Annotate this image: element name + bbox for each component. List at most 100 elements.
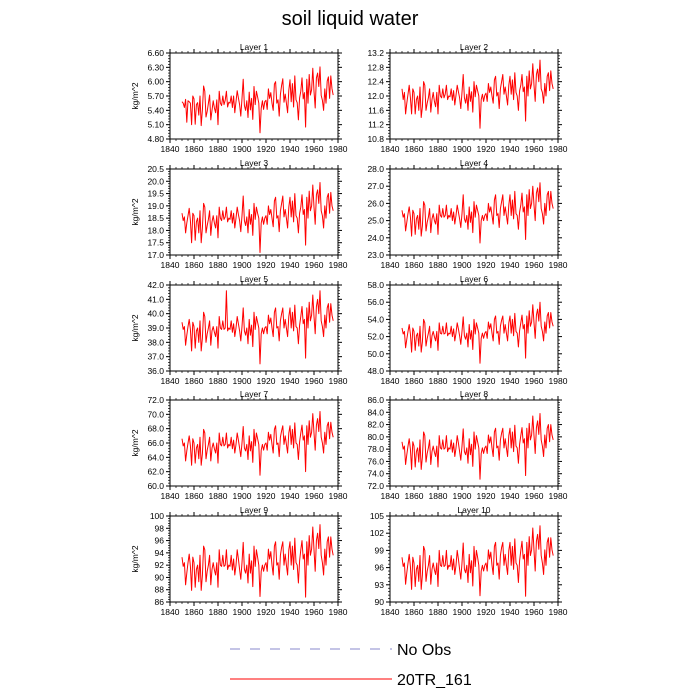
y-tick-label: 40.0 [147, 309, 164, 319]
y-tick-label: 76.0 [367, 456, 384, 466]
y-tick-label: 56.0 [367, 297, 384, 307]
x-tick-label: 1860 [405, 144, 424, 154]
panel-title: Layer 3 [240, 158, 269, 168]
y-axis-label: kg/m^2 [130, 429, 140, 456]
x-tick-label: 1900 [453, 491, 472, 501]
y-tick-label: 90 [155, 572, 165, 582]
y-tick-label: 25.0 [367, 216, 384, 226]
x-tick-label: 1880 [209, 260, 228, 270]
y-tick-label: 11.2 [368, 120, 384, 130]
y-tick-label: 37.0 [147, 352, 164, 362]
y-tick-label: 12.0 [367, 91, 384, 101]
legend-label: 20TR_161 [397, 672, 472, 689]
y-tick-label: 54.0 [367, 314, 384, 324]
panel-layer-5: Layer 5 36.0 37.0 38.0 39.0 40.0 41.0 42.0 1840 1… [130, 274, 348, 386]
y-tick-label: 100 [150, 511, 164, 521]
panel-title: Layer 7 [240, 389, 269, 399]
x-tick-label: 1900 [453, 376, 472, 386]
y-tick-label: 5.10 [147, 120, 164, 130]
y-tick-label: 39.0 [147, 323, 164, 333]
x-tick-label: 1920 [257, 144, 276, 154]
y-tick-label: 86.0 [367, 395, 384, 405]
panel-title: Layer 10 [457, 505, 490, 515]
series-line-20tr-161 [181, 290, 334, 365]
x-tick-label: 1900 [453, 260, 472, 270]
y-tick-label: 26.0 [367, 198, 384, 208]
panel-layer-7: Layer 7 60.0 62.0 64.0 66.0 68.0 70.0 72.0 1840 1… [130, 389, 348, 501]
y-tick-label: 98 [155, 523, 165, 533]
y-tick-label: 72.0 [147, 395, 164, 405]
x-tick-label: 1880 [429, 607, 448, 617]
panel-layer-2: Layer 2 10.8 11.2 11.6 12.0 12.4 12.8 13.2 1840 1… [367, 42, 567, 154]
x-tick-label: 1940 [281, 376, 300, 386]
x-tick-label: 1940 [501, 491, 520, 501]
x-tick-label: 1840 [381, 260, 400, 270]
x-tick-label: 1920 [477, 607, 496, 617]
y-tick-label: 24.0 [367, 233, 384, 243]
panel-title: Layer 1 [240, 42, 269, 52]
x-tick-label: 1880 [429, 260, 448, 270]
x-tick-label: 1920 [257, 607, 276, 617]
y-tick-label: 66.0 [147, 438, 164, 448]
x-tick-label: 1860 [405, 376, 424, 386]
x-tick-label: 1860 [185, 491, 204, 501]
y-tick-label: 6.00 [147, 77, 164, 87]
x-tick-label: 1840 [161, 491, 180, 501]
x-tick-label: 1860 [405, 260, 424, 270]
y-tick-label: 12.4 [367, 77, 384, 87]
y-tick-label: 99 [375, 545, 385, 555]
x-tick-label: 1940 [281, 144, 300, 154]
x-tick-label: 1880 [209, 607, 228, 617]
x-tick-label: 1900 [233, 144, 252, 154]
x-tick-label: 1840 [381, 376, 400, 386]
y-tick-label: 4.80 [147, 134, 164, 144]
y-tick-label: 105 [370, 511, 384, 521]
x-tick-label: 1900 [233, 491, 252, 501]
y-tick-label: 48.0 [367, 366, 384, 376]
y-tick-label: 27.0 [367, 181, 384, 191]
x-tick-label: 1880 [429, 491, 448, 501]
series-line-20tr-161 [181, 182, 334, 254]
x-tick-label: 1960 [305, 376, 324, 386]
x-tick-label: 1920 [257, 491, 276, 501]
panel-layer-9: Layer 9 86 88 90 92 94 96 98 100 1840 1860 1880 1900… [130, 505, 348, 617]
legend-label: No Obs [397, 642, 451, 659]
y-tick-label: 6.60 [147, 48, 164, 58]
x-tick-label: 1860 [185, 260, 204, 270]
y-tick-label: 36.0 [147, 366, 164, 376]
panel-layer-4: Layer 4 23.0 24.0 25.0 26.0 27.0 28.0 1840 1860 1… [367, 158, 567, 270]
x-tick-label: 1940 [281, 491, 300, 501]
x-tick-label: 1960 [305, 491, 324, 501]
series-line-20tr-161 [401, 413, 554, 480]
x-tick-label: 1860 [185, 607, 204, 617]
y-tick-label: 68.0 [147, 424, 164, 434]
x-tick-label: 1960 [525, 491, 544, 501]
y-tick-label: 28.0 [367, 164, 384, 174]
x-tick-label: 1840 [381, 144, 400, 154]
x-tick-label: 1860 [405, 607, 424, 617]
y-tick-label: 13.2 [367, 48, 384, 58]
figure-title: soil liquid water [281, 8, 419, 30]
y-tick-label: 19.5 [147, 189, 164, 199]
x-tick-label: 1960 [525, 607, 544, 617]
panel-layer-10: Layer 10 90 93 96 99 102 105 1840 1860 1880 1900 19… [370, 505, 568, 617]
panel-title: Layer 6 [460, 274, 489, 284]
x-tick-label: 1840 [381, 491, 400, 501]
x-tick-label: 1960 [525, 260, 544, 270]
series-line-20tr-161 [401, 525, 554, 597]
y-tick-label: 90 [375, 597, 385, 607]
series-line-20tr-161 [181, 410, 334, 476]
y-axis-label: kg/m^2 [130, 198, 140, 225]
x-tick-label: 1960 [305, 260, 324, 270]
panel-title: Layer 4 [460, 158, 489, 168]
y-axis-label: kg/m^2 [130, 314, 140, 341]
x-tick-label: 1880 [429, 376, 448, 386]
y-axis-label: kg/m^2 [130, 82, 140, 109]
y-tick-label: 86 [155, 597, 165, 607]
series-line-20tr-161 [181, 524, 334, 598]
y-axis-label: kg/m^2 [130, 545, 140, 572]
series-line-20tr-161 [401, 182, 554, 244]
panel-layer-8: Layer 8 72.0 74.0 76.0 78.0 80.0 82.0 84.0 86.0 1… [367, 389, 567, 501]
x-tick-label: 1860 [405, 491, 424, 501]
